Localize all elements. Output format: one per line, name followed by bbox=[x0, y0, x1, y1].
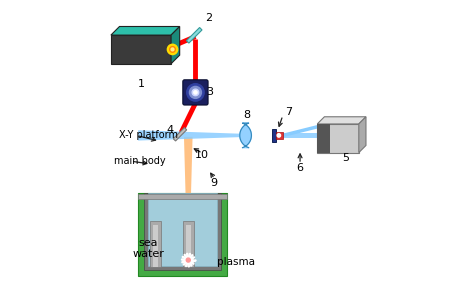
Polygon shape bbox=[138, 130, 240, 141]
Text: 9: 9 bbox=[210, 178, 218, 188]
Circle shape bbox=[194, 91, 197, 94]
Circle shape bbox=[184, 256, 192, 264]
Polygon shape bbox=[186, 27, 202, 43]
Polygon shape bbox=[317, 117, 366, 124]
Text: 6: 6 bbox=[297, 162, 303, 173]
Text: 4: 4 bbox=[166, 125, 173, 135]
Text: 8: 8 bbox=[243, 110, 250, 120]
Circle shape bbox=[186, 258, 190, 262]
Bar bbox=[153, 225, 158, 267]
Circle shape bbox=[170, 47, 175, 52]
FancyBboxPatch shape bbox=[183, 80, 208, 105]
Bar bbox=[276, 132, 283, 139]
Bar bbox=[138, 193, 227, 276]
Text: 7: 7 bbox=[285, 107, 292, 118]
Polygon shape bbox=[184, 137, 192, 251]
Bar bbox=[138, 194, 227, 199]
Polygon shape bbox=[111, 26, 180, 35]
Bar bbox=[150, 221, 161, 267]
Text: 3: 3 bbox=[206, 88, 213, 97]
Circle shape bbox=[167, 44, 178, 55]
Polygon shape bbox=[173, 128, 187, 141]
Bar bbox=[148, 193, 217, 266]
Polygon shape bbox=[317, 124, 359, 153]
Bar bbox=[272, 129, 276, 142]
Polygon shape bbox=[240, 123, 251, 148]
Text: 1: 1 bbox=[137, 79, 145, 89]
Text: main body: main body bbox=[114, 156, 165, 166]
Circle shape bbox=[187, 84, 204, 101]
Text: sea
water: sea water bbox=[132, 238, 164, 259]
Polygon shape bbox=[359, 117, 366, 153]
Polygon shape bbox=[111, 35, 171, 64]
Text: X-Y platform: X-Y platform bbox=[119, 130, 179, 141]
Text: 5: 5 bbox=[342, 153, 349, 163]
Polygon shape bbox=[280, 133, 317, 138]
Circle shape bbox=[192, 89, 199, 96]
Bar bbox=[317, 124, 330, 153]
Text: plasma: plasma bbox=[217, 257, 255, 266]
Text: 2: 2 bbox=[205, 13, 212, 23]
Polygon shape bbox=[171, 26, 180, 64]
Circle shape bbox=[171, 48, 174, 51]
Bar bbox=[182, 221, 194, 267]
Bar bbox=[145, 193, 221, 270]
Text: 10: 10 bbox=[195, 150, 209, 160]
Circle shape bbox=[190, 86, 201, 98]
Bar bbox=[186, 225, 191, 267]
Circle shape bbox=[277, 134, 281, 137]
